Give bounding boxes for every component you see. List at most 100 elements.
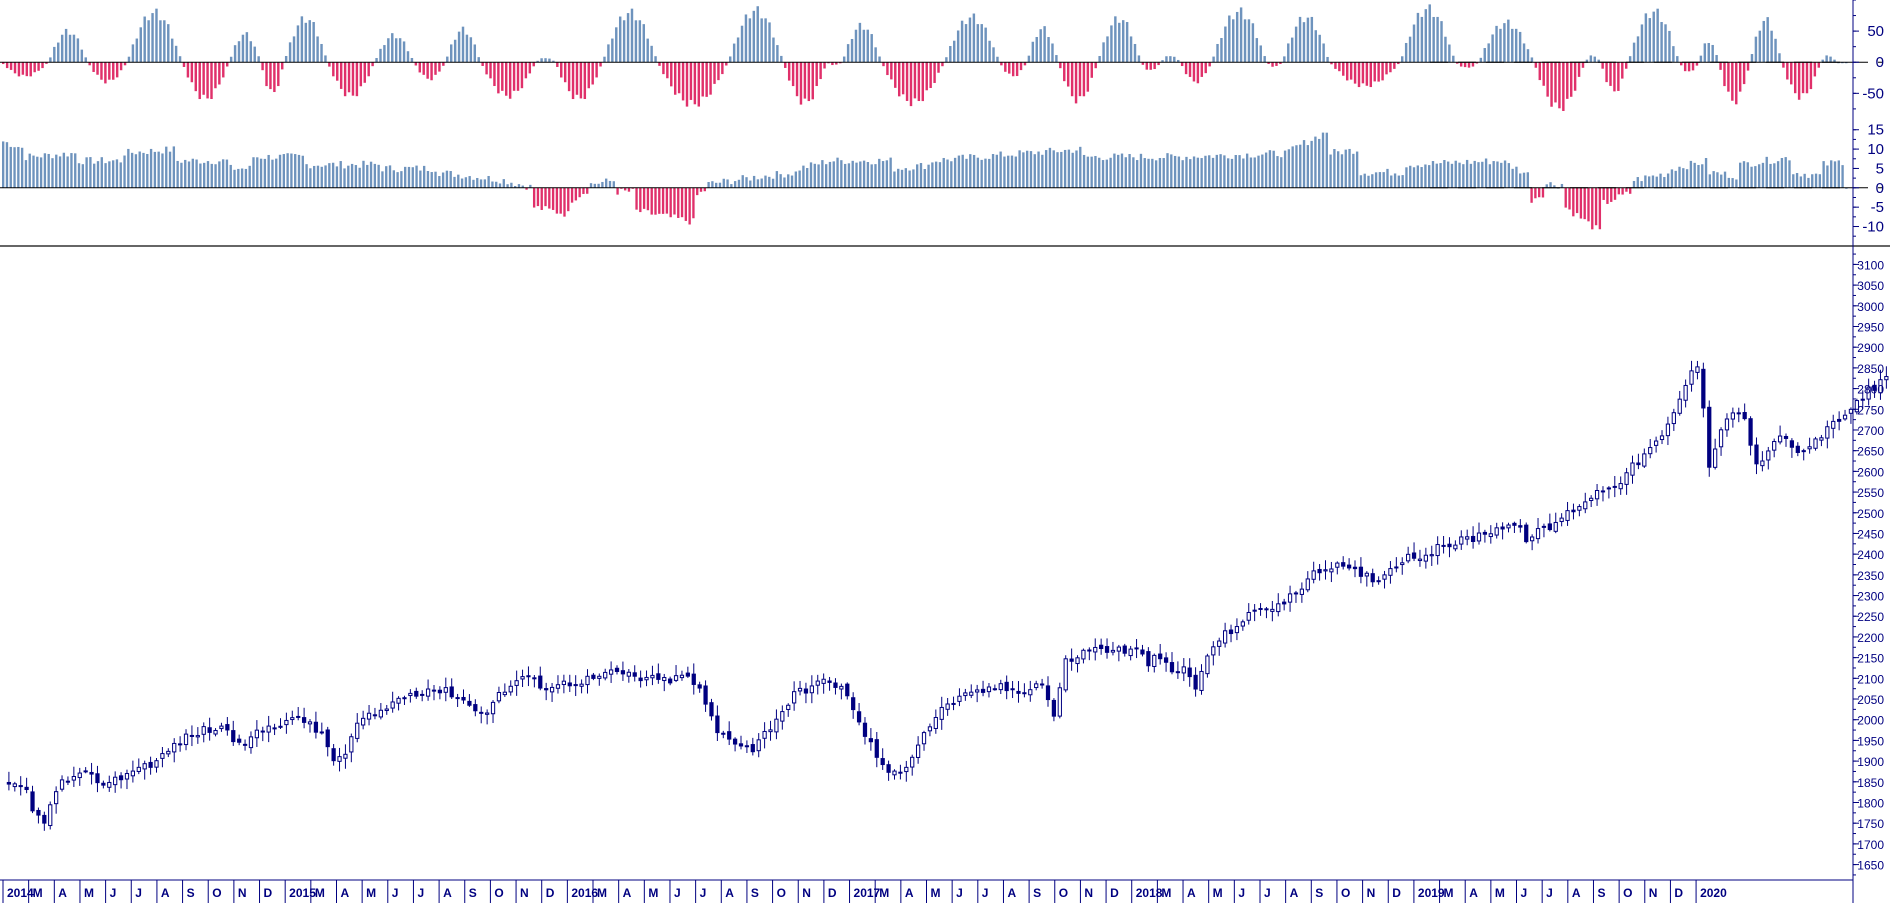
oscillator-2-bar (684, 187, 688, 221)
oscillator-1-bar (398, 38, 402, 63)
oscillator-2-bar (950, 161, 953, 188)
oscillator-2-bar (498, 183, 502, 188)
oscillator-2-bar (1098, 157, 1101, 188)
x-tick-label: M (1161, 886, 1171, 900)
candle-body (142, 763, 147, 770)
osc2-y-tick-label: 0 (1876, 180, 1884, 197)
oscillator-1-bar (363, 62, 366, 83)
oscillator-2-bar (1291, 146, 1294, 188)
oscillator-1-bar (1746, 62, 1750, 71)
oscillator-2-bar (1431, 161, 1435, 188)
oscillator-2-bar (381, 171, 384, 188)
candle-body (1441, 544, 1446, 547)
candle-body (1813, 438, 1818, 449)
candle-body (1535, 528, 1541, 540)
oscillator-2-bar (320, 166, 323, 188)
oscillator-2-bar (817, 164, 820, 188)
oscillator-1-bar (941, 62, 944, 67)
oscillator-1-bar (375, 58, 378, 63)
oscillator-1-bar (1452, 55, 1455, 63)
oscillator-1-bar (198, 62, 201, 100)
oscillator-2-bar (540, 187, 543, 210)
oscillator-2-bar (1333, 149, 1336, 188)
oscillator-1-bar (1538, 62, 1541, 81)
candle-body (1034, 683, 1039, 689)
oscillator-2-bar (544, 187, 547, 207)
x-tick-label: O (1623, 886, 1632, 900)
candle-body (502, 691, 507, 696)
oscillator-2-bar (752, 175, 756, 188)
oscillator-2-bar (639, 187, 642, 213)
oscillator-1-bar (115, 62, 119, 78)
oscillator-1-bar (1467, 62, 1471, 68)
candle-body (71, 776, 76, 781)
oscillator-2-bar (1147, 158, 1150, 188)
oscillator-1-bar (1495, 25, 1498, 63)
candle-body (544, 688, 549, 691)
oscillator-2-bar (1484, 158, 1488, 188)
oscillator-1-bar (2, 62, 5, 65)
oscillator-1-bar (119, 62, 123, 71)
oscillator-1-bar (1562, 62, 1565, 111)
oscillator-2-bar (586, 187, 589, 194)
oscillator-2-bar (1515, 166, 1518, 188)
oscillator-2-bar (1063, 149, 1067, 188)
oscillator-1-bar (1235, 11, 1239, 63)
candle-body (1045, 685, 1051, 701)
oscillator-2-bar (441, 172, 445, 188)
candle-body (1524, 524, 1529, 543)
oscillator-1-bar (764, 18, 767, 63)
candle-body (1801, 450, 1806, 453)
oscillator-2-bar (1211, 157, 1215, 188)
candle-body (136, 766, 141, 772)
oscillator-1-bar (1000, 62, 1003, 66)
candle-body (1470, 535, 1476, 542)
candle-body (414, 690, 419, 697)
oscillator-1-bar (1047, 37, 1050, 63)
candle-body (1388, 568, 1393, 576)
oscillator-2-bar (407, 166, 411, 188)
oscillator-2-bar (919, 163, 923, 188)
candle-body (1671, 412, 1676, 425)
oscillator-2-bar (715, 182, 718, 188)
candle-body (898, 771, 903, 774)
candle-body (1819, 437, 1824, 441)
oscillator-1-bar (1416, 12, 1420, 63)
price-y-tick-label: 2500 (1857, 507, 1884, 521)
oscillator-1-bar (438, 62, 441, 72)
oscillator-1-bar (591, 62, 594, 85)
oscillator-2-bar (476, 177, 479, 188)
candle-body (301, 717, 307, 723)
oscillator-1-bar (1699, 55, 1703, 63)
oscillator-2-bar (1280, 157, 1283, 188)
oscillator-1-bar (430, 62, 433, 81)
candle-body (538, 675, 543, 689)
oscillator-1-bar (1448, 44, 1451, 63)
oscillator-2-bar (953, 157, 957, 188)
oscillator-2-panel (0, 132, 1883, 230)
oscillator-2-bar (1101, 160, 1105, 188)
candle-body (461, 696, 466, 701)
oscillator-2-bar (1075, 150, 1078, 188)
oscillator-2-bar (859, 161, 862, 188)
oscillator-1-bar (1790, 62, 1793, 85)
candle-body (892, 770, 897, 776)
oscillator-1-bar (1149, 62, 1152, 70)
oscillator-2-bar (548, 187, 551, 209)
candle-body (851, 697, 856, 711)
oscillator-2-bar (1249, 157, 1253, 188)
oscillator-2-bar (775, 171, 779, 188)
x-tick-label: N (238, 886, 247, 900)
oscillator-2-bar (426, 171, 430, 188)
oscillator-1-bar (854, 29, 858, 63)
candle-body (1093, 646, 1098, 653)
oscillator-2-bar (1708, 174, 1712, 188)
oscillator-2-bar (563, 187, 566, 217)
oscillator-1-bar (226, 62, 229, 67)
oscillator-2-bar (589, 183, 593, 188)
candle-body (969, 691, 974, 696)
oscillator-1-bar (1275, 62, 1278, 66)
candle-body (59, 779, 65, 790)
oscillator-1-bar (819, 62, 822, 80)
